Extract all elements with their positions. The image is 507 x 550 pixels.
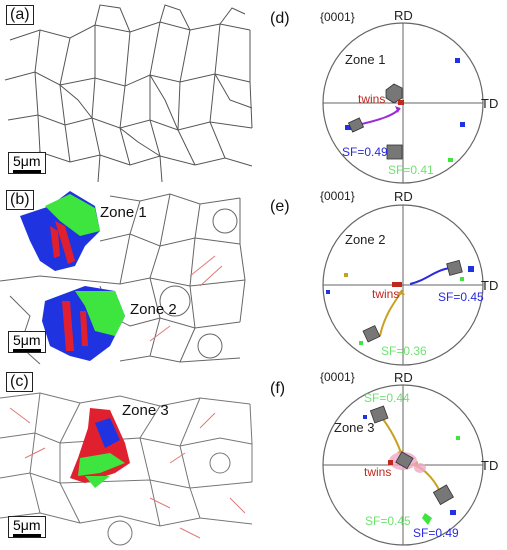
sf-label-f-2: SF=0.45 xyxy=(365,514,411,528)
td-label-d: TD xyxy=(481,96,499,111)
zone-1-grain xyxy=(20,191,100,271)
panel-label-b: (b) xyxy=(6,190,34,210)
scale-bar-c: 5μm xyxy=(8,516,46,538)
pole-figure-f xyxy=(322,384,484,546)
zone-label-d: Zone 1 xyxy=(345,52,386,67)
scale-bar-label: 5μm xyxy=(13,517,41,533)
panel-label-a: (a) xyxy=(6,5,34,25)
scale-bar-label: 5μm xyxy=(13,153,41,169)
pole-figure-panel-e: (e) {0001} RD TD Zone 2 twins SF=0.45 SF… xyxy=(260,186,507,366)
rd-label-f: RD xyxy=(394,370,413,385)
map-panel-b: (b) Zone 1 Zone 2 5μm xyxy=(0,186,257,366)
sf-label-f-1: SF=0.44 xyxy=(364,391,410,405)
zone-3-grain xyxy=(70,408,130,488)
plane-label-e: {0001} xyxy=(320,189,355,203)
sf-label-d-1: SF=0.49 xyxy=(342,145,388,159)
scale-bar-b: 5μm xyxy=(8,331,46,353)
rd-label-e: RD xyxy=(394,189,413,204)
scale-bar-line xyxy=(13,534,41,537)
zone-1-label: Zone 1 xyxy=(100,204,147,221)
pole-figure-e xyxy=(322,204,484,366)
scale-bar-line xyxy=(13,170,41,173)
zone-label-e: Zone 2 xyxy=(345,232,386,247)
panel-label-e: (e) xyxy=(270,198,290,215)
td-label-e: TD xyxy=(481,278,499,293)
plane-label-f: {0001} xyxy=(320,370,355,384)
sf-label-e-2: SF=0.36 xyxy=(381,344,427,358)
scale-bar-line xyxy=(13,349,41,352)
td-label-f: TD xyxy=(481,458,499,473)
scale-bar-a: 5μm xyxy=(8,152,46,174)
map-panel-c: (c) Zone 3 5μm xyxy=(0,368,257,550)
zone-2-label: Zone 2 xyxy=(130,301,177,318)
zone-3-label: Zone 3 xyxy=(122,402,169,419)
panel-label-f: (f) xyxy=(270,380,286,397)
map-panel-a: (a) 5μm xyxy=(0,0,257,184)
rd-label-d: RD xyxy=(394,8,413,23)
sf-label-f-3: SF=0.49 xyxy=(413,526,459,540)
sf-label-d-2: SF=0.41 xyxy=(388,163,434,177)
plane-label-d: {0001} xyxy=(320,10,355,24)
twins-label-f: twins xyxy=(364,465,392,479)
panel-label-d: (d) xyxy=(270,10,290,27)
twins-label-e: twins xyxy=(372,287,400,301)
pole-figure-panel-f: (f) {0001} RD TD Zone 3 twins SF=0.44 SF… xyxy=(260,368,507,550)
twins-label-d: twins xyxy=(358,92,386,106)
sf-label-e-1: SF=0.45 xyxy=(438,290,484,304)
zone-2-grain xyxy=(42,286,125,361)
pole-figure-d xyxy=(322,22,484,184)
zone-label-f: Zone 3 xyxy=(334,420,375,435)
panel-label-c: (c) xyxy=(6,372,33,392)
scale-bar-label: 5μm xyxy=(13,332,41,348)
pole-figure-panel-d: (d) {0001} RD TD Zone 1 twins SF=0.49 SF… xyxy=(260,0,507,184)
